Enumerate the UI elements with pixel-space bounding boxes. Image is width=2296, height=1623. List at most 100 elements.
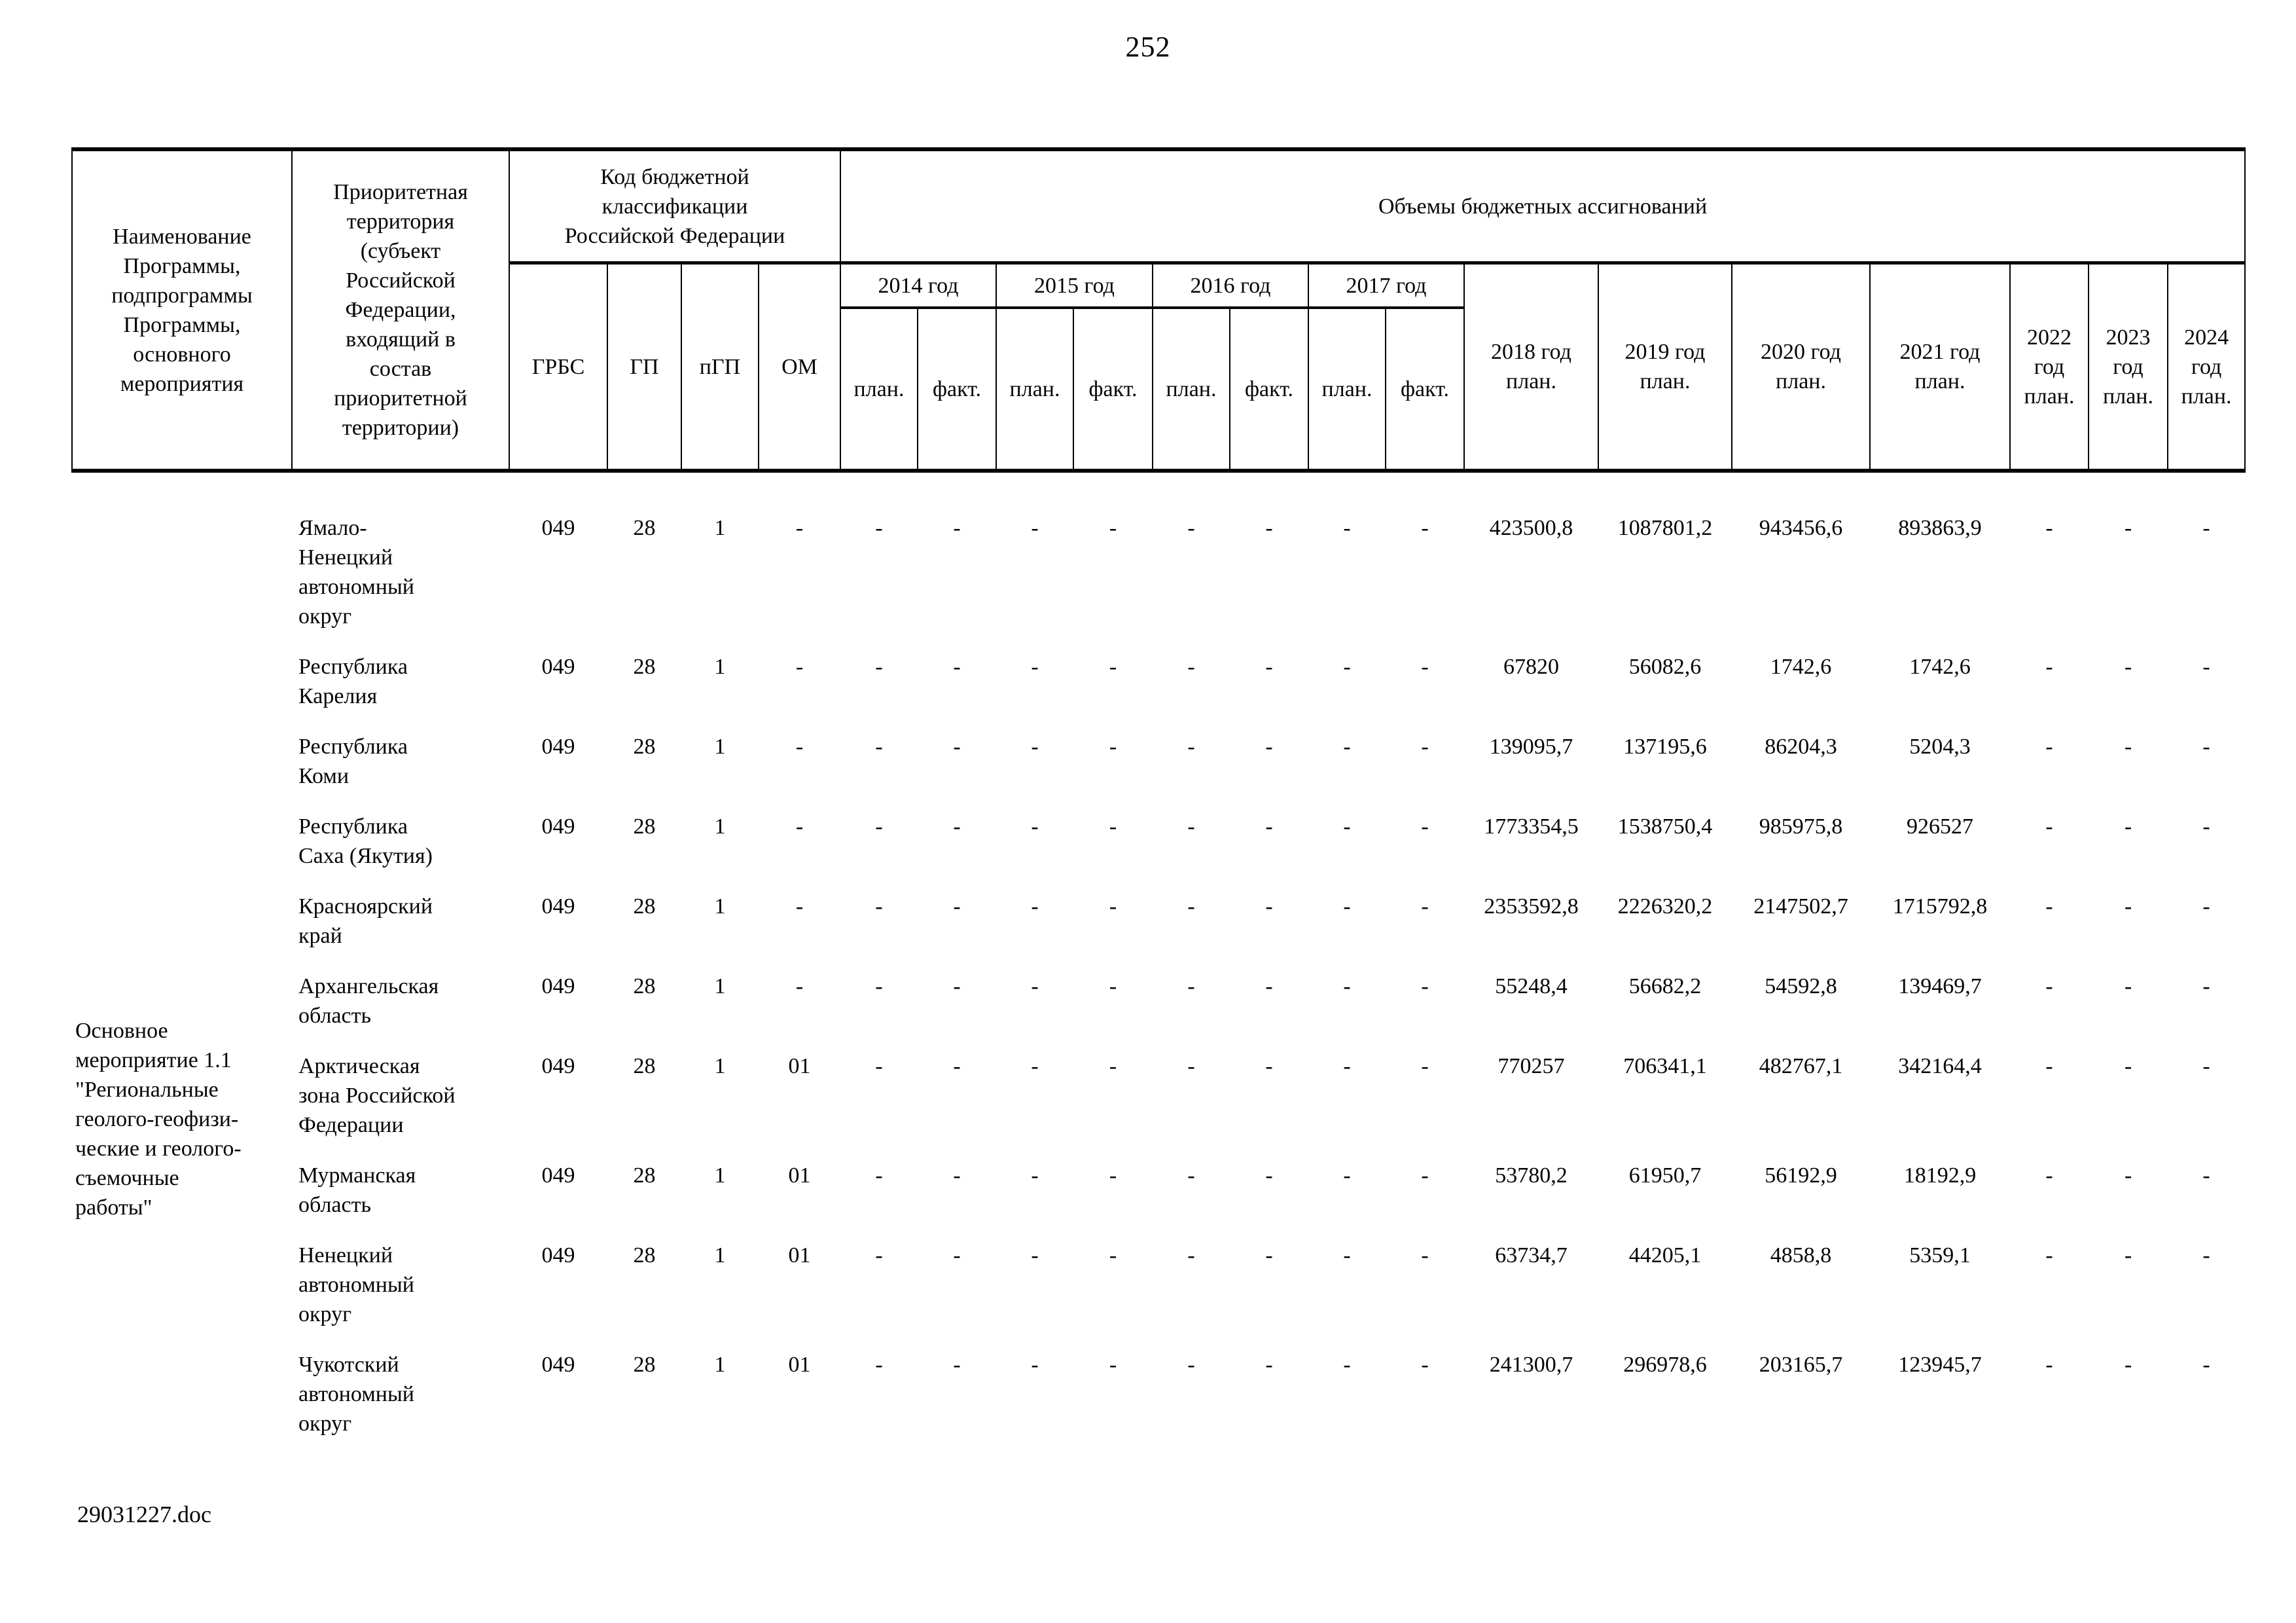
- cell-2024-plan: -: [2202, 1163, 2210, 1188]
- cell-2018-plan: 1773354,5: [1484, 814, 1579, 839]
- cell-gp: 28: [633, 974, 656, 998]
- cell-om: -: [795, 516, 804, 540]
- header-year-2021-plan: 2021 год план.: [1869, 262, 2011, 471]
- cell-2017-fact: -: [1421, 814, 1429, 839]
- cell-2016-fact: -: [1265, 516, 1273, 540]
- cell-2014-fact: -: [953, 814, 961, 839]
- cell-2020-plan: 985975,8: [1759, 814, 1843, 839]
- page-number: 252: [1125, 31, 1171, 63]
- cell-2021-plan: 1715792,8: [1892, 894, 1988, 919]
- cell-2022-plan: -: [2045, 516, 2053, 540]
- cell-2022-plan: -: [2045, 1353, 2053, 1377]
- cell-2015-fact: -: [1109, 735, 1117, 759]
- cell-gp: 28: [633, 516, 656, 540]
- header-volumes-group: Объемы бюджетных ассигнований: [840, 147, 2246, 264]
- header-year-2014: 2014 год: [840, 262, 997, 309]
- cell-2018-plan: 2353592,8: [1484, 894, 1579, 919]
- header-territory-column: Приоритетная территория (субъект Российс…: [291, 147, 510, 471]
- cell-gp: 28: [633, 735, 656, 759]
- cell-2019-plan: 706341,1: [1623, 1054, 1707, 1078]
- cell-2018-plan: 63734,7: [1495, 1243, 1568, 1267]
- cell-2024-plan: -: [2202, 655, 2210, 679]
- cell-2018-plan: 67820: [1503, 655, 1560, 679]
- header-2015-plan: план.: [996, 307, 1075, 471]
- cell-2015-plan: -: [1031, 974, 1039, 998]
- cell-2019-plan: 1538750,4: [1617, 814, 1713, 839]
- header-2017-plan: план.: [1308, 307, 1387, 471]
- cell-2016-fact: -: [1265, 814, 1273, 839]
- cell-2020-plan: 54592,8: [1765, 974, 1837, 998]
- cell-2018-plan: 55248,4: [1495, 974, 1568, 998]
- cell-2015-plan: -: [1031, 1243, 1039, 1267]
- cell-2017-fact: -: [1421, 735, 1429, 759]
- cell-2016-plan: -: [1187, 735, 1195, 759]
- cell-2014-fact: -: [953, 1163, 961, 1188]
- cell-2020-plan: 2147502,7: [1753, 894, 1848, 919]
- cell-2019-plan: 137195,6: [1623, 735, 1707, 759]
- cell-2017-plan: -: [1343, 1054, 1351, 1078]
- header-2016-plan: план.: [1152, 307, 1231, 471]
- cell-2014-fact: -: [953, 974, 961, 998]
- cell-grbs: 049: [541, 735, 575, 759]
- cell-2017-plan: -: [1343, 814, 1351, 839]
- cell-2023-plan: -: [2124, 974, 2132, 998]
- cell-2022-plan: -: [2045, 974, 2053, 998]
- cell-grbs: 049: [541, 974, 575, 998]
- header-year-2023-plan: 2023 год план.: [2088, 262, 2169, 471]
- cell-2023-plan: -: [2124, 1163, 2132, 1188]
- cell-2016-plan: -: [1187, 894, 1195, 919]
- header-2016-fact: факт.: [1229, 307, 1310, 471]
- cell-grbs: 049: [541, 894, 575, 919]
- header-pgp: пГП: [681, 262, 759, 471]
- cell-2021-plan: 926527: [1907, 814, 1974, 839]
- cell-pgp: 1: [714, 1054, 726, 1078]
- document-filename: 29031227.doc: [77, 1501, 211, 1527]
- cell-2022-plan: -: [2045, 1163, 2053, 1188]
- cell-2014-plan: -: [875, 516, 883, 540]
- cell-2015-plan: -: [1031, 735, 1039, 759]
- cell-gp: 28: [633, 1163, 656, 1188]
- cell-2024-plan: -: [2202, 974, 2210, 998]
- table-row: Чукотский автономный округ 049 28 1 01 -…: [72, 1350, 2245, 1459]
- cell-program-name: [72, 892, 292, 972]
- cell-om: -: [795, 655, 804, 679]
- cell-2017-fact: -: [1421, 516, 1429, 540]
- table-row: Республика Карелия 049 28 1 - - - - - - …: [72, 652, 2245, 732]
- cell-2018-plan: 770257: [1498, 1054, 1565, 1078]
- cell-pgp: 1: [714, 1243, 726, 1267]
- cell-gp: 28: [633, 894, 656, 919]
- cell-2020-plan: 203165,7: [1759, 1353, 1843, 1377]
- cell-2014-plan: -: [875, 894, 883, 919]
- table-row: Республика Саха (Якутия) 049 28 1 - - - …: [72, 812, 2245, 892]
- cell-2016-plan: -: [1187, 1054, 1195, 1078]
- cell-2021-plan: 5359,1: [1909, 1243, 1971, 1267]
- cell-2015-plan: -: [1031, 814, 1039, 839]
- cell-2014-fact: -: [953, 1243, 961, 1267]
- cell-2017-fact: -: [1421, 894, 1429, 919]
- cell-territory: Чукотский автономный округ: [298, 1353, 415, 1436]
- cell-2014-plan: -: [875, 1353, 883, 1377]
- cell-grbs: 049: [541, 814, 575, 839]
- cell-2019-plan: 296978,6: [1623, 1353, 1707, 1377]
- cell-2016-fact: -: [1265, 1054, 1273, 1078]
- cell-2016-plan: -: [1187, 814, 1195, 839]
- header-year-2022-plan: 2022 год план.: [2009, 262, 2090, 471]
- table-row: Мурманская область 049 28 1 01 - - - - -…: [72, 1161, 2245, 1241]
- header-year-2024-plan: 2024 год план.: [2167, 262, 2246, 471]
- header-year-2020-plan: 2020 год план.: [1731, 262, 1871, 471]
- cell-2024-plan: -: [2202, 516, 2210, 540]
- cell-2014-plan: -: [875, 814, 883, 839]
- cell-territory: Арктическая зона Российской Федерации: [298, 1054, 456, 1137]
- cell-2023-plan: -: [2124, 814, 2132, 839]
- cell-grbs: 049: [541, 516, 575, 540]
- cell-gp: 28: [633, 1353, 656, 1377]
- cell-program-name: [72, 732, 292, 812]
- cell-2015-fact: -: [1109, 974, 1117, 998]
- header-2015-fact: факт.: [1073, 307, 1154, 471]
- cell-2017-plan: -: [1343, 655, 1351, 679]
- header-year-2018-plan: 2018 год план.: [1463, 262, 1600, 471]
- cell-territory: Республика Коми: [298, 735, 408, 788]
- cell-pgp: 1: [714, 894, 726, 919]
- cell-om: 01: [788, 1054, 811, 1078]
